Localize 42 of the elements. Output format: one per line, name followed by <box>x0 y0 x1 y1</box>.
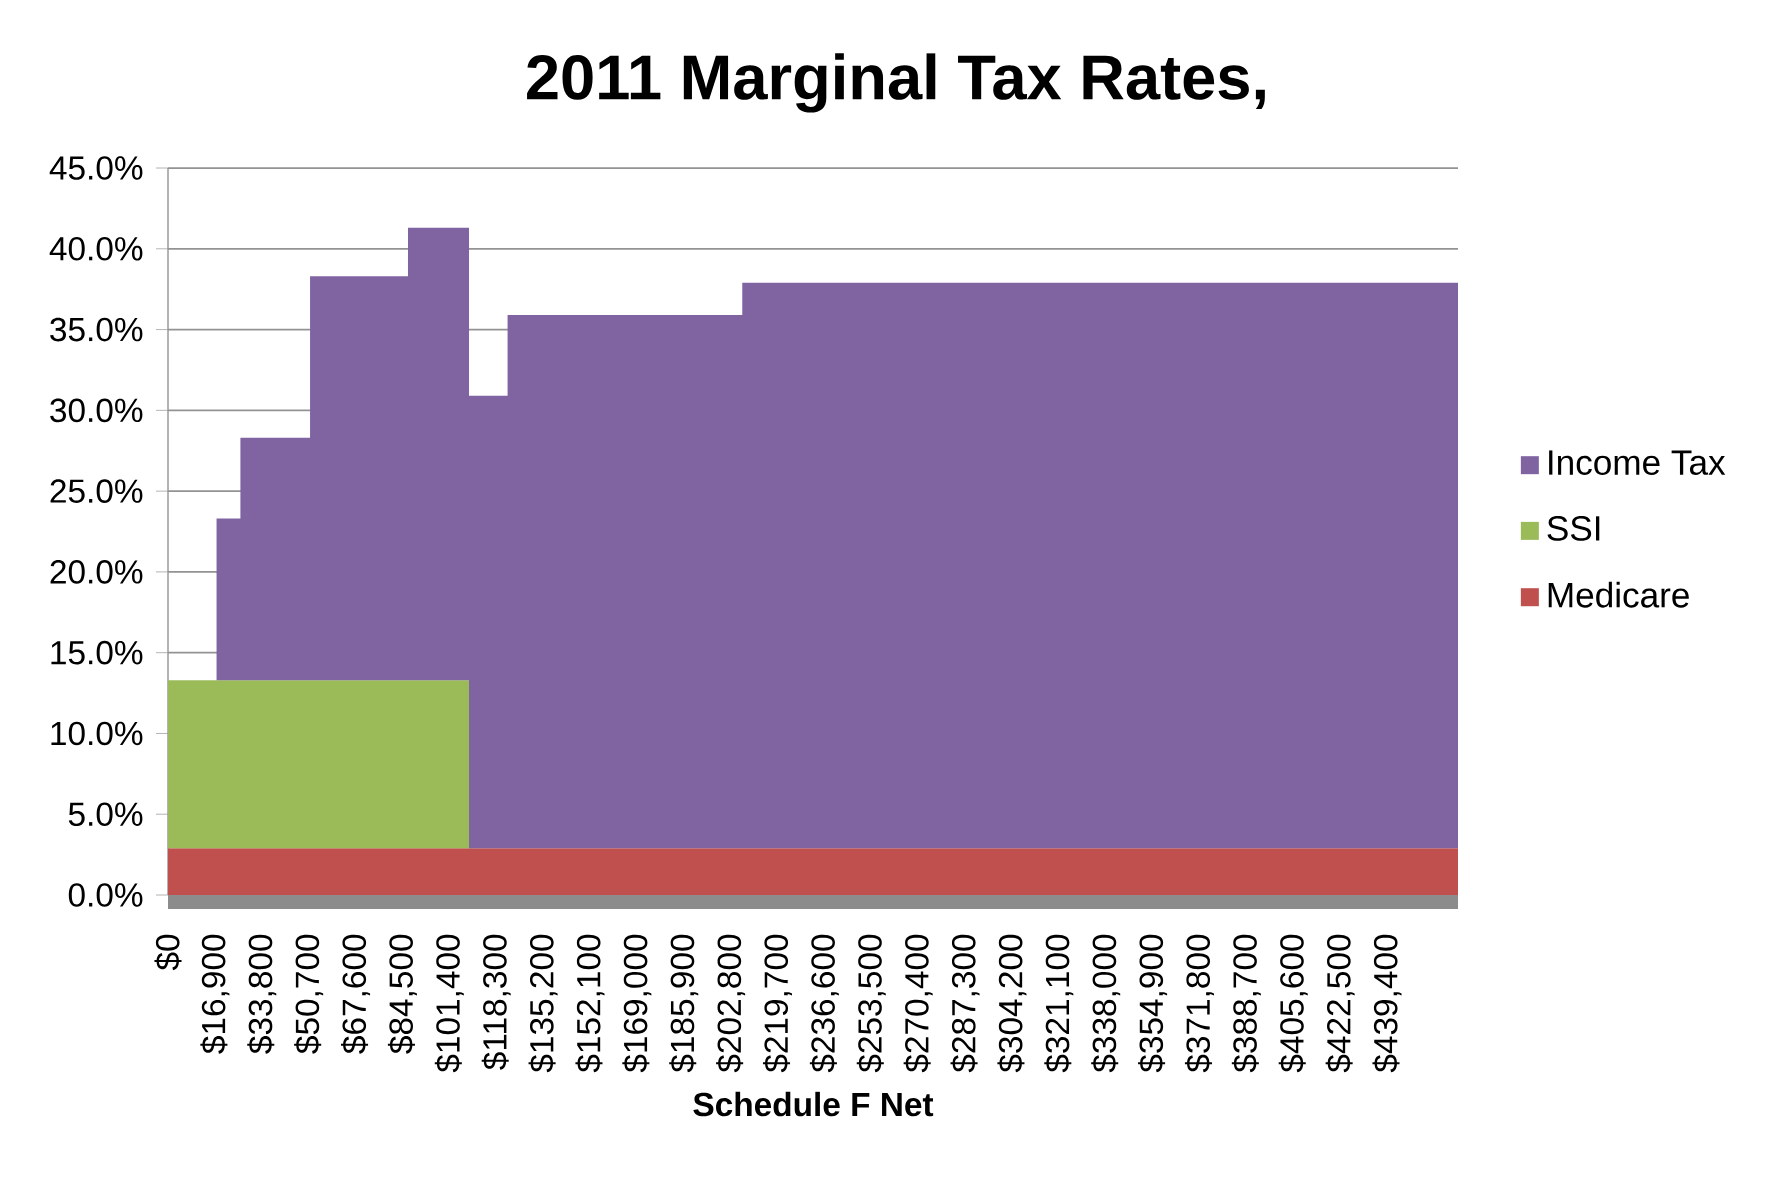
x-tick-label: $236,600 <box>809 934 839 1073</box>
x-tick-label: $101,400 <box>434 934 464 1073</box>
x-tick-label: $135,200 <box>528 934 558 1073</box>
x-tick-label: $219,700 <box>762 934 793 1073</box>
y-tick-label: 40.0% <box>49 236 143 261</box>
y-tick-label: 45.0% <box>49 156 143 180</box>
x-tick-label: $321,100 <box>1044 934 1074 1073</box>
y-tick-label: 20.0% <box>50 560 143 584</box>
legend-label: SSI <box>1547 515 1600 541</box>
y-tick-label: 10.0% <box>51 721 143 746</box>
y-tick-label: 5.0% <box>68 802 143 827</box>
x-tick-label: $439,400 <box>1372 934 1402 1073</box>
x-tick-label: $84,500 <box>387 934 417 1054</box>
x-tick-label: $202,800 <box>716 934 746 1073</box>
x-tick-label: $0 <box>154 934 182 971</box>
y-tick-label: 35.0% <box>50 317 143 342</box>
x-tick-label: $354,900 <box>1138 934 1168 1073</box>
x-tick-label: $371,800 <box>1184 934 1214 1073</box>
x-tick-label: $270,400 <box>903 934 933 1073</box>
legend-label: Medicare <box>1548 581 1689 608</box>
x-tick-label: $338,000 <box>1091 934 1121 1073</box>
x-axis-title: Schedule F Net <box>693 1091 934 1117</box>
x-tick-label: $152,100 <box>575 934 605 1073</box>
x-tick-label: $50,700 <box>294 934 324 1054</box>
x-tick-label: $185,900 <box>669 934 699 1073</box>
x-tick-label: $16,900 <box>200 934 230 1054</box>
y-tick-label: 30.0% <box>50 398 143 423</box>
x-tick-label: $405,600 <box>1278 934 1308 1073</box>
x-tick-label: $287,300 <box>950 934 980 1073</box>
x-tick-label: $253,500 <box>856 934 886 1073</box>
x-tick-label: $422,500 <box>1325 934 1355 1073</box>
x-tick-label: $304,200 <box>997 934 1027 1073</box>
x-tick-label: $169,000 <box>622 934 652 1073</box>
chart-title: 2011 Marginal Tax Rates, <box>527 53 1265 113</box>
y-tick-label: 0.0% <box>68 883 143 907</box>
x-tick-label: $388,700 <box>1231 934 1261 1073</box>
legend-label: Income Tax <box>1549 450 1726 475</box>
y-tick-label: 25.0% <box>50 479 143 503</box>
y-tick-label: 15.0% <box>51 640 143 665</box>
x-tick-label: $67,600 <box>341 934 371 1054</box>
x-tick-label: $33,800 <box>247 934 277 1054</box>
x-tick-label: $118,300 <box>481 934 511 1070</box>
